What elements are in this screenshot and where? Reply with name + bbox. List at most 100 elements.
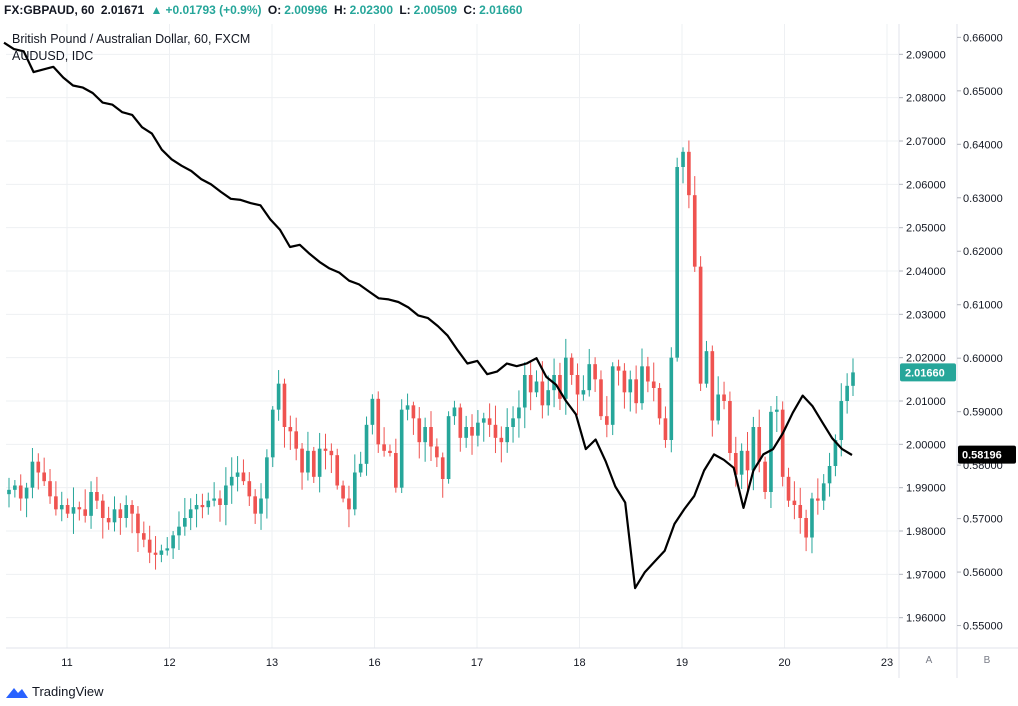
- candle-body: [540, 381, 545, 406]
- y-tick-label: 1.98000: [906, 526, 946, 538]
- candle-body: [692, 195, 697, 267]
- b-scale-button[interactable]: B: [983, 655, 991, 666]
- candle-body: [18, 485, 23, 499]
- candle-body: [335, 455, 340, 486]
- candle-body: [118, 509, 123, 518]
- candle-body: [757, 427, 762, 462]
- y-tick-label: 2.02000: [906, 353, 946, 365]
- x-tick-label: 23: [881, 657, 893, 669]
- open-value: 2.00996: [284, 3, 328, 17]
- candle-body: [733, 453, 738, 475]
- x-tick-label: 16: [368, 657, 380, 669]
- candle-body: [657, 388, 662, 419]
- symbol-name[interactable]: FX:GBPAUD, 60: [4, 3, 95, 17]
- candle-body: [288, 427, 293, 432]
- candle-body: [616, 366, 621, 371]
- candle-body: [323, 448, 328, 451]
- candle-body: [528, 375, 533, 393]
- candle-body: [481, 418, 486, 423]
- candle-body: [440, 457, 445, 479]
- x-tick-label: 20: [778, 657, 790, 669]
- candle-body: [774, 409, 779, 412]
- candle-body: [663, 418, 668, 440]
- candle-body: [563, 357, 568, 399]
- compare-series-legend[interactable]: AUDUSD, IDC: [12, 49, 94, 63]
- candle-body: [124, 505, 129, 518]
- candle-body: [165, 548, 170, 551]
- compare-line-audusd: [3, 41, 853, 590]
- candle-body: [769, 411, 773, 492]
- candle-body: [534, 381, 539, 393]
- candle-body: [224, 485, 228, 505]
- tradingview-logo-icon: [6, 687, 28, 698]
- candle-body: [159, 550, 164, 555]
- candle-body: [399, 409, 404, 488]
- candle-body: [704, 351, 709, 384]
- candle-body: [593, 364, 597, 380]
- y-tick-label: 1.99000: [906, 483, 946, 495]
- candle-body: [171, 535, 175, 549]
- candle-body: [265, 457, 269, 499]
- candle-body: [388, 450, 392, 453]
- candle-body: [804, 518, 808, 538]
- candle-body: [728, 401, 732, 453]
- candle-body: [153, 552, 158, 555]
- candle-body: [7, 489, 11, 495]
- auto-scale-button[interactable]: A: [925, 655, 933, 666]
- x-tick-label: 17: [471, 657, 483, 669]
- main-series-legend[interactable]: British Pound / Australian Dollar, 60, F…: [12, 32, 251, 46]
- candle-body: [206, 500, 211, 508]
- candle-body: [827, 466, 832, 484]
- candle-body: [200, 505, 205, 508]
- candle-body: [141, 533, 146, 540]
- x-tick-label: 11: [61, 657, 72, 669]
- candle-body: [270, 409, 275, 458]
- y2-tick-label: 0.60000: [963, 353, 1003, 365]
- candle-body: [13, 485, 17, 490]
- y2-tick-label: 0.62000: [963, 246, 1003, 258]
- y2-tick-label: 0.56000: [963, 567, 1003, 579]
- candle-body: [610, 366, 615, 425]
- candle-body: [669, 357, 674, 440]
- candle-body: [341, 485, 345, 499]
- y2-tick-label: 0.63000: [963, 193, 1003, 205]
- candle-body: [640, 366, 644, 404]
- y2-tick-label: 0.61000: [963, 300, 1003, 312]
- candle-body: [106, 518, 111, 523]
- y2-tick-label: 0.55000: [963, 621, 1003, 633]
- candle-body: [423, 427, 427, 443]
- candle-body: [48, 481, 52, 497]
- candle-body: [786, 476, 791, 501]
- y-tick-label: 2.01000: [906, 396, 946, 408]
- y-tick-label: 2.09000: [906, 49, 946, 61]
- y-tick-label: 1.96000: [906, 613, 946, 625]
- y2-tick-label: 0.57000: [963, 514, 1003, 526]
- candle-body: [30, 461, 35, 488]
- y-tick-label: 2.07000: [906, 136, 946, 148]
- y2-tick-label: 0.66000: [963, 32, 1003, 44]
- candle-body: [628, 379, 633, 393]
- candle-body: [411, 405, 416, 419]
- price-change-icon: ▲: [150, 3, 163, 17]
- candle-body: [294, 431, 299, 449]
- candle-body: [218, 498, 222, 505]
- brand-text: TradingView: [32, 684, 104, 699]
- candle-body: [241, 472, 246, 482]
- candle-body: [317, 448, 322, 477]
- candle-body: [394, 453, 398, 488]
- candle-body: [382, 444, 386, 451]
- candle-body: [681, 151, 685, 167]
- candle-body: [605, 416, 609, 425]
- candle-body: [763, 461, 767, 492]
- candle-body: [622, 370, 627, 393]
- candle-body: [739, 450, 744, 475]
- candle-body: [599, 379, 603, 417]
- x-tick-label: 12: [163, 657, 175, 669]
- tradingview-logo[interactable]: TradingView: [6, 684, 104, 699]
- candle-body: [65, 505, 70, 514]
- candle-body: [95, 492, 99, 501]
- candle-body: [370, 398, 375, 425]
- candle-body: [405, 405, 410, 410]
- symbol-header: FX:GBPAUD, 60 2.01671 ▲ +0.01793 (+0.9%) …: [4, 2, 525, 18]
